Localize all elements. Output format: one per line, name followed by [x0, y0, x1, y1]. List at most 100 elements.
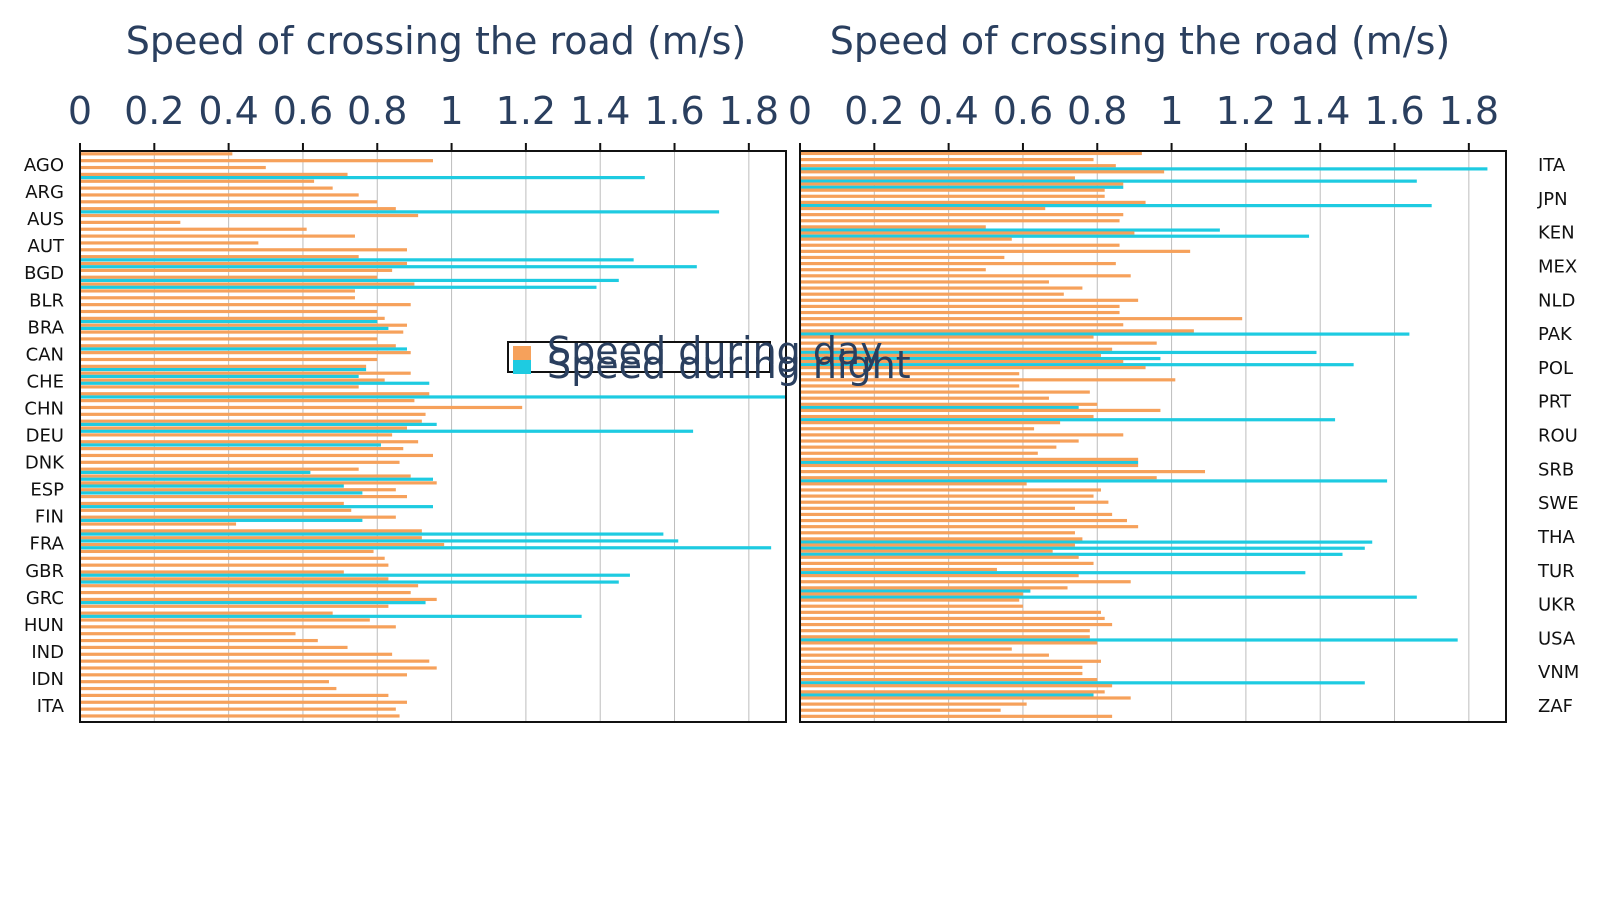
bar-night — [800, 234, 1310, 238]
category-label: BGD — [24, 263, 64, 284]
bar-night — [80, 265, 697, 269]
x-tick-label: 1.4 — [1290, 89, 1350, 133]
bar-day — [80, 440, 419, 444]
bar-day — [800, 512, 1113, 517]
bar-day — [800, 347, 1113, 351]
bar-day — [80, 412, 426, 416]
bar-day — [800, 476, 1157, 480]
category-label: ITA — [1538, 155, 1566, 176]
bar-night — [80, 278, 619, 283]
category-label: AGO — [24, 155, 64, 176]
bar-day — [80, 460, 400, 464]
category-label: GRC — [26, 588, 64, 609]
bar-day — [800, 702, 1027, 706]
bar-day — [800, 678, 1098, 682]
bar-day — [800, 506, 1075, 510]
bar-night — [80, 175, 645, 180]
x-tick-label: 1.6 — [644, 89, 704, 133]
bar-day — [800, 304, 1120, 309]
bar-day — [800, 543, 1075, 547]
bar-night — [80, 601, 426, 605]
bar-day — [800, 482, 1027, 486]
bar-day — [800, 610, 1101, 614]
bar-night — [800, 228, 1220, 232]
bar-day — [80, 165, 266, 170]
bar-day — [800, 653, 1049, 657]
bar-day — [800, 665, 1083, 669]
bar-day — [80, 172, 348, 176]
bar-day — [80, 693, 389, 698]
bar-day — [80, 577, 389, 581]
bar-day — [80, 556, 385, 560]
bar-day — [800, 231, 1135, 235]
bar-day — [800, 317, 1243, 321]
bar-day — [800, 372, 1020, 376]
bar-day — [800, 647, 1012, 651]
category-label: JPN — [1537, 189, 1568, 210]
category-label: AUS — [27, 209, 64, 230]
x-tick-label: 1.2 — [1216, 89, 1276, 133]
bar-day — [800, 629, 1090, 633]
category-label: MEX — [1538, 256, 1577, 277]
bar-day — [80, 659, 430, 663]
bar-night — [80, 518, 363, 522]
bar-day — [800, 451, 1038, 455]
bar-day — [80, 316, 385, 320]
bar-day — [80, 666, 437, 670]
bar-day — [80, 385, 359, 389]
bar-day — [800, 427, 1035, 431]
bar-night — [80, 285, 597, 289]
bar-day — [800, 164, 1116, 168]
bar-day — [800, 310, 1120, 315]
bar-night — [80, 484, 344, 488]
bar-day — [80, 152, 233, 156]
bar-night — [800, 589, 1031, 593]
bar-night — [80, 429, 694, 433]
right-x-axis-title: Speed of crossing the road (m/s) — [830, 19, 1451, 63]
x-tick-label: 0.6 — [273, 89, 333, 133]
bar-day — [80, 213, 419, 218]
bar-day — [800, 445, 1057, 449]
bar-day — [80, 673, 407, 677]
category-label: PAK — [1538, 324, 1573, 345]
bar-day — [80, 193, 359, 197]
bar-night — [80, 505, 433, 509]
bar-night — [800, 638, 1458, 642]
bar-night — [80, 367, 367, 372]
bar-night — [80, 422, 437, 426]
bar-day — [80, 618, 370, 622]
bar-day — [800, 518, 1127, 523]
x-tick-label: 1 — [439, 89, 463, 133]
bar-day — [80, 638, 318, 643]
left-x-axis-title: Speed of crossing the road (m/s) — [126, 19, 747, 63]
bar-day — [80, 241, 259, 245]
bar-day — [80, 296, 355, 300]
category-label: TUR — [1537, 561, 1575, 582]
bar-day — [80, 590, 411, 595]
bar-night — [80, 443, 381, 447]
bar-day — [80, 220, 181, 224]
x-tick-label: 1.6 — [1364, 89, 1424, 133]
x-tick-label: 1.8 — [719, 89, 779, 133]
plot-frame — [79, 150, 787, 723]
bar-day — [80, 392, 430, 396]
bar-day — [80, 261, 407, 266]
bar-day — [800, 151, 1142, 156]
category-label: NLD — [1538, 290, 1575, 311]
bar-day — [800, 421, 1061, 425]
bar-day — [800, 170, 1165, 174]
legend-box — [507, 341, 771, 373]
bar-night — [80, 395, 786, 399]
bar-day — [800, 616, 1105, 621]
category-label: UKR — [1538, 595, 1576, 616]
bar-night — [800, 167, 1488, 171]
bar-day — [800, 580, 1131, 584]
bar-day — [80, 227, 307, 231]
bar-day — [80, 419, 422, 423]
bar-night — [800, 595, 1417, 599]
bar-night — [800, 356, 1161, 361]
bar-day — [800, 188, 1105, 192]
bar-day — [80, 351, 411, 355]
bar-day — [800, 219, 1120, 223]
bar-day — [800, 261, 1116, 266]
